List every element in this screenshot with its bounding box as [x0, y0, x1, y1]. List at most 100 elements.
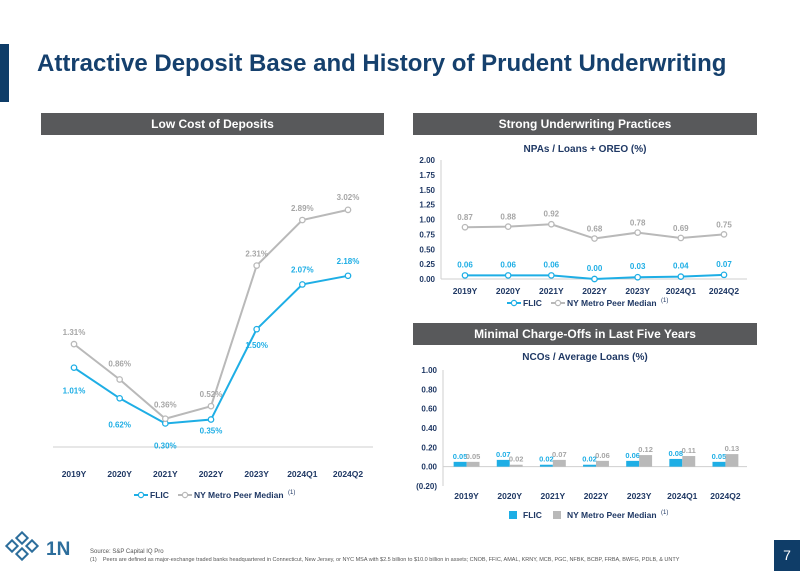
- data-label-peer: 0.75: [716, 220, 732, 229]
- bar-flic: [496, 459, 510, 467]
- y-tick-label: 0.25: [419, 260, 435, 269]
- x-tick-label: 2019Y: [454, 491, 479, 501]
- series-line-peer: [73, 208, 349, 420]
- y-tick-label: 1.00: [421, 366, 437, 375]
- x-tick-label: 2023Y: [627, 491, 652, 501]
- chart-legend: FLIC NY Metro Peer Median (1): [507, 298, 668, 308]
- data-label-peer: 0.06: [595, 451, 610, 460]
- chart-legend: FLIC NY Metro Peer Median (1): [134, 490, 295, 500]
- data-point-flic: [504, 272, 512, 279]
- legend-marker-peer: [181, 491, 189, 499]
- x-tick-label: 2024Q2: [709, 286, 740, 296]
- x-tick-label: 2022Y: [584, 491, 609, 501]
- footer-note-text: Peers are defined as major-exchange trad…: [102, 557, 680, 563]
- data-label-peer: 0.68: [587, 225, 603, 234]
- legend-swatch-flic: [509, 511, 517, 519]
- series-line-flic: [73, 274, 349, 425]
- data-label-peer: 0.02: [509, 455, 524, 464]
- bar-peer: [682, 456, 696, 467]
- data-label-flic: 0.00: [587, 264, 603, 273]
- y-tick-label: 0.60: [421, 405, 437, 414]
- data-label-flic: 2.07%: [291, 265, 314, 274]
- data-point-peer: [634, 229, 642, 236]
- data-point-peer: [720, 231, 728, 238]
- data-label-flic: 0.05: [712, 452, 727, 461]
- data-label-peer: 0.52%: [200, 390, 223, 399]
- data-label-flic: 0.03: [630, 262, 646, 271]
- x-tick-label: 2022Y: [582, 286, 607, 296]
- data-label-flic: 0.06: [457, 260, 473, 269]
- footer-source: Source: S&P Capital IQ Pro: [90, 549, 164, 555]
- data-point-flic: [677, 273, 685, 280]
- bar-flic: [669, 458, 683, 467]
- data-point-flic: [344, 272, 352, 280]
- y-tick-label: 2.00: [419, 156, 435, 165]
- x-tick-label: 2024Q2: [333, 469, 364, 479]
- y-tick-label: 0.20: [421, 443, 437, 452]
- x-tick-label: 2023Y: [625, 286, 650, 296]
- legend-label-flic: FLIC: [523, 298, 542, 308]
- x-tick-label: 2020Y: [497, 491, 522, 501]
- data-point-flic: [70, 364, 78, 372]
- data-label-flic: 0.04: [673, 262, 689, 271]
- footer-note-number: (1): [90, 557, 97, 563]
- data-point-flic: [253, 325, 261, 333]
- section-header-charge-offs: Minimal Charge-Offs in Last Five Years: [413, 323, 757, 345]
- x-tick-label: 2020Y: [496, 286, 521, 296]
- y-tick-label: 1.00: [419, 216, 435, 225]
- data-point-flic: [461, 272, 469, 279]
- x-tick-label: 2021Y: [541, 491, 566, 501]
- bar-peer: [466, 461, 480, 467]
- data-label-flic: 0.06: [544, 260, 560, 269]
- data-label-peer: 0.07: [552, 450, 567, 459]
- legend-superscript: (1): [288, 490, 295, 496]
- legend-label-peer: NY Metro Peer Median: [567, 298, 657, 308]
- data-point-flic: [547, 272, 555, 279]
- data-point-flic: [207, 416, 215, 423]
- data-label-flic: 0.05: [453, 452, 468, 461]
- data-label-flic: 0.02: [539, 455, 554, 464]
- data-label-peer: 0.88: [500, 213, 516, 222]
- y-tick-label: 0.00: [419, 275, 435, 284]
- data-point-peer: [461, 223, 469, 231]
- data-label-flic: 1.01%: [63, 387, 86, 396]
- data-label-peer: 0.78: [630, 219, 646, 228]
- data-point-peer: [547, 220, 555, 228]
- data-point-peer: [504, 223, 512, 230]
- legend-marker-flic: [510, 299, 518, 307]
- data-label-peer: 2.31%: [245, 250, 268, 259]
- x-tick-label: 2024Q1: [666, 286, 697, 296]
- y-tick-label: (0.20): [416, 482, 437, 491]
- bar-peer: [509, 464, 523, 467]
- x-tick-label: 2024Q1: [287, 469, 318, 479]
- npas-chart: NPAs / Loans + OREO (%) 0.00 0.25 0.50 0.75 1…: [419, 144, 747, 308]
- data-label-flic: 0.35%: [200, 427, 223, 436]
- data-point-peer: [591, 235, 598, 242]
- chart-legend: FLIC NY Metro Peer Median (1): [509, 510, 668, 520]
- x-tick-label: 2019Y: [453, 286, 478, 296]
- data-point-peer: [207, 402, 215, 410]
- data-point-peer: [161, 415, 169, 423]
- data-point-flic: [634, 273, 642, 281]
- data-label-peer: 0.69: [673, 224, 689, 233]
- data-label-flic: 0.07: [716, 260, 732, 269]
- y-tick-label: 1.75: [419, 171, 435, 180]
- legend-label-peer: NY Metro Peer Median: [194, 490, 284, 500]
- legend-swatch-peer: [553, 511, 561, 519]
- data-point-peer: [298, 216, 306, 224]
- data-label-peer: 0.87: [457, 213, 473, 222]
- legend-marker-peer: [554, 299, 562, 307]
- y-tick-label: 1.25: [419, 201, 435, 210]
- data-label-flic: 2.18%: [337, 257, 360, 266]
- x-tick-label: 2024Q2: [710, 491, 741, 501]
- data-label-flic: 0.02: [582, 455, 597, 464]
- data-label-peer: 2.89%: [291, 204, 314, 213]
- bar-peer: [725, 454, 739, 467]
- data-label-peer: 0.36%: [154, 401, 177, 410]
- y-tick-label: 0.75: [419, 230, 435, 239]
- data-label-peer: 3.02%: [337, 193, 360, 202]
- section-header-deposits: Low Cost of Deposits: [41, 113, 384, 135]
- data-label-peer: 0.13: [725, 444, 740, 453]
- data-label-flic: 0.06: [500, 260, 516, 269]
- legend-marker-flic: [137, 491, 145, 499]
